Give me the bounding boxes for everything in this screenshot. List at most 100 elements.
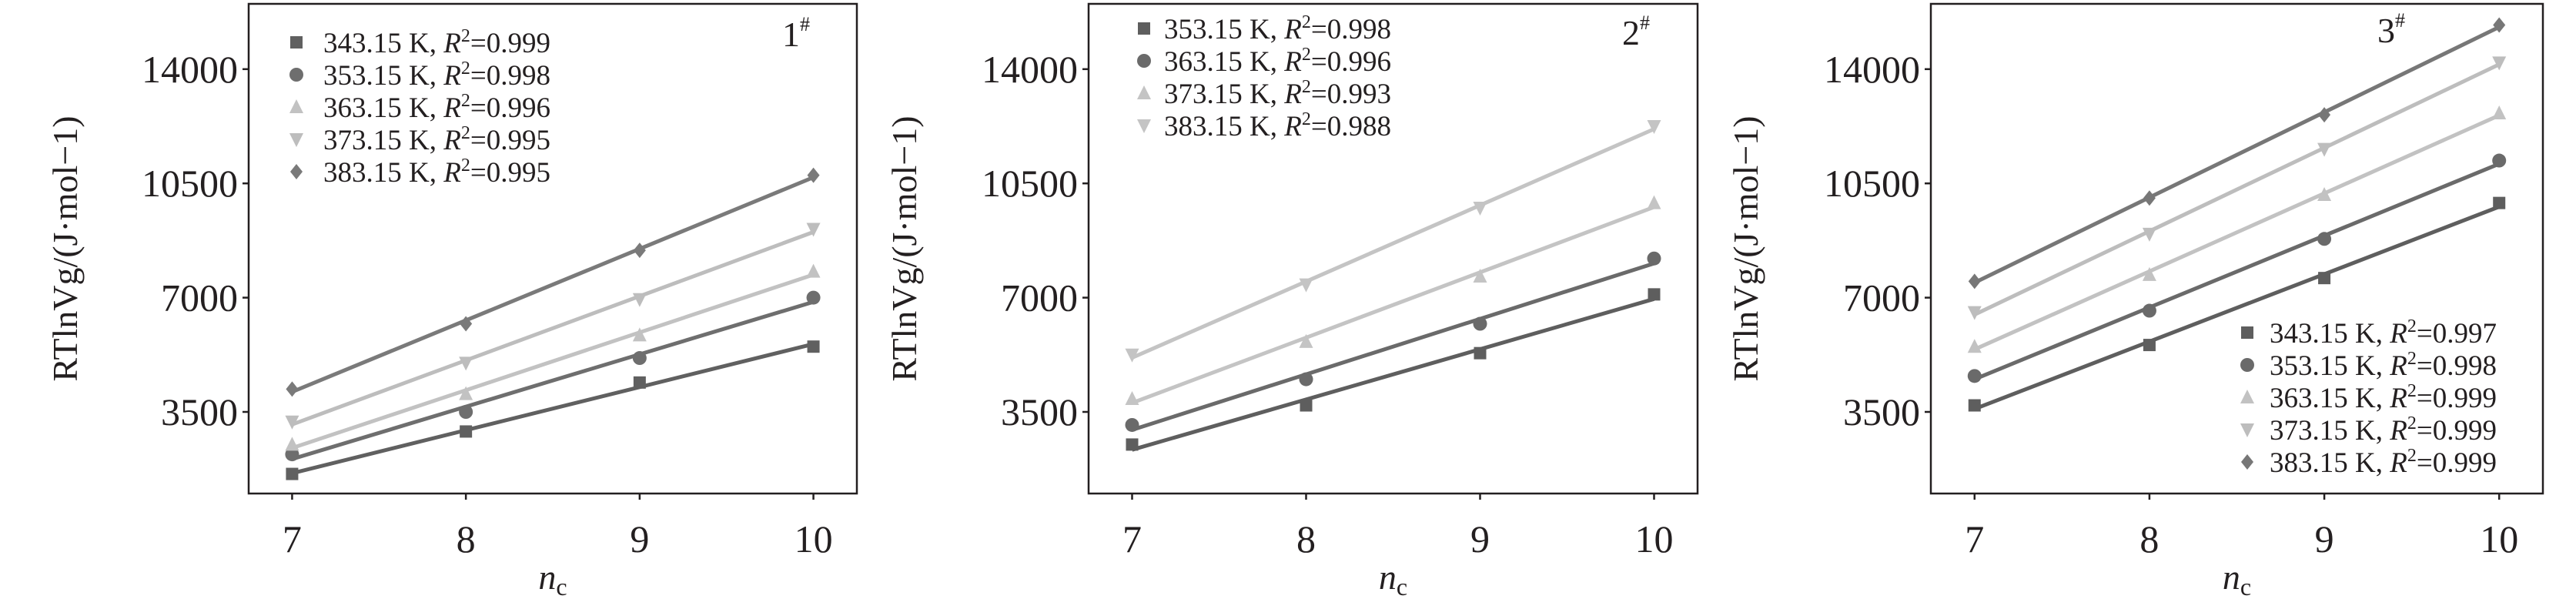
text-span: R bbox=[2389, 383, 2407, 414]
text-span: 2 bbox=[2407, 446, 2417, 466]
x-tick-label: 7 bbox=[1965, 517, 1984, 561]
data-point bbox=[1125, 391, 1139, 406]
text-span: =0.996 bbox=[470, 92, 550, 124]
text-span: =0.999 bbox=[2417, 383, 2497, 414]
text-span: 2 bbox=[1622, 13, 1640, 52]
data-point bbox=[2492, 105, 2507, 120]
text-span: =0.995 bbox=[470, 157, 550, 189]
text-span: 2 bbox=[2407, 349, 2417, 369]
text-span: # bbox=[2395, 9, 2405, 32]
text-span: 1 bbox=[782, 15, 800, 54]
data-point bbox=[285, 437, 299, 451]
legend-label: 383.15 K, R2=0.995 bbox=[323, 156, 550, 189]
data-point bbox=[807, 167, 820, 183]
legend-label: 383.15 K, R2=0.988 bbox=[1164, 109, 1391, 142]
x-axis-label: nc bbox=[2223, 557, 2251, 599]
legend-item: 353.15 K, R2=0.998 bbox=[2240, 349, 2497, 382]
text-span: =0.998 bbox=[2417, 350, 2497, 382]
y-tick-label: 7000 bbox=[1843, 276, 1920, 320]
text-span: =0.999 bbox=[2417, 415, 2497, 447]
text-span: 373.15 K, bbox=[323, 125, 443, 156]
data-point bbox=[2318, 272, 2331, 285]
text-span: 2 bbox=[1302, 12, 1311, 32]
text-span: R bbox=[2389, 447, 2407, 479]
legend-label: 373.15 K, R2=0.999 bbox=[2270, 413, 2497, 447]
legend-marker bbox=[289, 68, 303, 82]
legend-item: 343.15 K, R2=0.999 bbox=[290, 26, 550, 59]
y-tick-label: 10500 bbox=[142, 162, 238, 205]
legend-label: 343.15 K, R2=0.999 bbox=[323, 26, 550, 59]
data-point bbox=[285, 415, 299, 430]
data-point bbox=[806, 290, 821, 305]
series-353.15-K bbox=[285, 290, 821, 462]
text-span: 2 bbox=[2407, 316, 2417, 336]
data-point bbox=[1300, 399, 1313, 412]
series-383.15-K bbox=[286, 167, 820, 397]
fit-line bbox=[291, 176, 815, 394]
text-span: 2 bbox=[461, 91, 470, 111]
text-span: R bbox=[2389, 415, 2407, 447]
text-span: 2 bbox=[461, 156, 470, 176]
text-span: n bbox=[1379, 557, 1397, 597]
legend-label: 363.15 K, R2=0.996 bbox=[1164, 45, 1391, 78]
legend-label: 343.15 K, R2=0.997 bbox=[2270, 316, 2497, 350]
series-373.15-K bbox=[1125, 195, 1661, 406]
text-span: =0.999 bbox=[2417, 447, 2497, 479]
text-span: 2 bbox=[461, 123, 470, 143]
series-383.15-K bbox=[1968, 17, 2506, 289]
y-tick-label: 10500 bbox=[1824, 162, 1920, 205]
text-span: 2 bbox=[2407, 413, 2417, 433]
y-tick-label: 7000 bbox=[161, 276, 238, 320]
text-span: R bbox=[1283, 46, 1302, 78]
data-point bbox=[2493, 196, 2506, 209]
plot-frame bbox=[1929, 2, 2544, 495]
legend-item: 363.15 K, R2=0.996 bbox=[289, 91, 550, 124]
text-span: 2 bbox=[2407, 381, 2417, 401]
text-span: R bbox=[443, 28, 461, 59]
legend-item: 383.15 K, R2=0.995 bbox=[290, 156, 550, 189]
text-span: # bbox=[800, 13, 810, 35]
x-tick-label: 8 bbox=[457, 517, 476, 561]
legend-item: 383.15 K, R2=0.999 bbox=[2241, 446, 2497, 479]
data-point bbox=[460, 316, 473, 332]
x-tick-label: 10 bbox=[795, 517, 833, 561]
chart-panel-1: 3500 7000 10500 14000 7 8 9 10 nc RTlnVg/(J·mol−1… bbox=[45, 2, 858, 599]
data-point bbox=[2492, 153, 2507, 168]
data-point bbox=[2317, 232, 2332, 246]
text-span: R bbox=[1283, 79, 1302, 110]
legend-item: 343.15 K, R2=0.997 bbox=[2241, 316, 2497, 350]
x-tick-label: 10 bbox=[2480, 517, 2518, 561]
data-point bbox=[1474, 346, 1487, 360]
fit-line bbox=[1131, 261, 1655, 432]
text-span: R bbox=[443, 60, 461, 92]
series-353.15-K bbox=[1967, 153, 2507, 383]
series-383.15-K bbox=[1125, 120, 1661, 363]
data-point bbox=[2143, 190, 2156, 206]
text-span: 2 bbox=[1302, 77, 1311, 97]
series-353.15-K bbox=[1126, 288, 1661, 452]
legend-item: 363.15 K, R2=0.996 bbox=[1137, 45, 1391, 78]
series-373.15-K bbox=[285, 223, 821, 430]
series-363.15-K bbox=[1125, 251, 1661, 432]
data-point bbox=[1125, 348, 1139, 363]
legend-item: 353.15 K, R2=0.998 bbox=[289, 59, 550, 92]
text-span: 343.15 K, bbox=[2270, 318, 2390, 350]
legend-label: 383.15 K, R2=0.999 bbox=[2270, 446, 2497, 479]
data-point bbox=[1967, 306, 1982, 320]
y-tick-label: 14000 bbox=[982, 48, 1078, 91]
legend-marker bbox=[1138, 22, 1150, 35]
y-tick-label: 3500 bbox=[1001, 390, 1078, 433]
text-span: 373.15 K, bbox=[2270, 415, 2390, 447]
data-point bbox=[459, 386, 473, 400]
legend-label: 363.15 K, R2=0.999 bbox=[2270, 381, 2497, 414]
data-point bbox=[806, 263, 821, 278]
text-span: =0.997 bbox=[2417, 318, 2497, 350]
panel-label: 1# bbox=[782, 13, 810, 54]
legend-marker bbox=[290, 36, 303, 49]
data-point bbox=[2317, 142, 2332, 157]
y-axis-label: RTlnVg/(J·mol−1) bbox=[1726, 115, 1765, 381]
fit-line bbox=[1973, 162, 2501, 381]
legend-label: 353.15 K, R2=0.998 bbox=[1164, 12, 1391, 45]
data-point bbox=[1126, 438, 1139, 451]
